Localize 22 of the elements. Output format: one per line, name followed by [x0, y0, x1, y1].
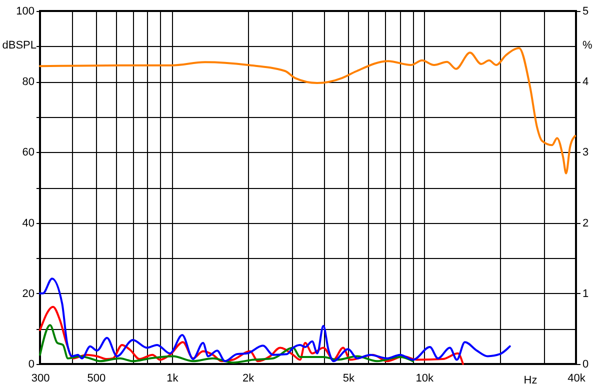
y2-tick-label: 5 — [582, 6, 589, 18]
y2-tick-label: 0 — [582, 358, 589, 370]
y-tick-label: 0 — [28, 358, 34, 370]
y-tick-label: 20 — [22, 288, 34, 300]
x-tick-label: 500 — [87, 372, 106, 384]
x-tick-label: 5k — [342, 372, 356, 384]
y2-axis-title: % — [582, 40, 592, 52]
y2-tick-label: 1 — [582, 288, 589, 300]
x-tick-label: 40k — [568, 372, 586, 384]
y2-tick-label: 4 — [582, 76, 589, 88]
y-axis-title: dBSPL — [2, 40, 36, 52]
y2-tick-label: 2 — [582, 217, 589, 230]
x-tick-label: 2k — [242, 372, 255, 384]
x-axis-title: Hz — [524, 374, 538, 386]
y-tick-label: 40 — [22, 217, 34, 230]
x-tick-label: 10k — [416, 372, 434, 384]
x-tick-label: 300 — [31, 372, 50, 384]
y-tick-label: 100 — [16, 6, 34, 18]
y-tick-label: 60 — [22, 146, 34, 159]
y-tick-label: 80 — [22, 76, 34, 88]
y2-tick-label: 3 — [582, 146, 589, 159]
x-tick-label: 1k — [166, 372, 179, 384]
